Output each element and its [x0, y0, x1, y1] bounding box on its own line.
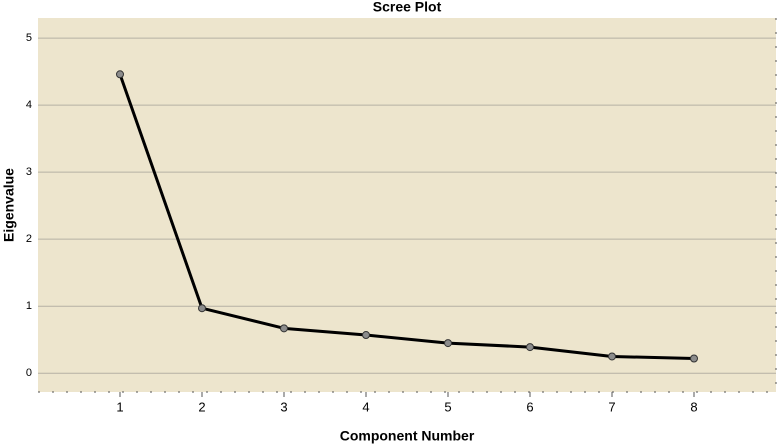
data-point	[526, 343, 534, 352]
x-tick-label: 6	[526, 399, 533, 414]
chart-title: Scree Plot	[373, 0, 442, 15]
x-tick-label: 3	[280, 399, 287, 414]
plot-area	[38, 18, 776, 392]
y-tick-label: 0	[26, 367, 32, 379]
x-axis-label: Component Number	[340, 428, 475, 444]
grid: 0 1 2 3 4 5 1 2 3 4 5 6 7 8	[26, 32, 776, 414]
y-tick-label: 2	[26, 233, 32, 245]
y-axis-label: Eigenvalue	[1, 168, 17, 242]
x-tick-label: 8	[690, 399, 697, 414]
data-point	[690, 354, 698, 363]
x-tick-label: 2	[198, 399, 205, 414]
marks	[116, 70, 698, 363]
data-point	[362, 331, 370, 340]
data-point	[198, 304, 206, 313]
data-point	[444, 339, 452, 348]
x-tick-label: 5	[444, 399, 451, 414]
data-point	[280, 324, 288, 333]
data-point	[116, 70, 124, 79]
x-tick-label: 7	[608, 399, 615, 414]
x-tick-label: 1	[116, 399, 123, 414]
y-tick-label: 3	[26, 166, 32, 178]
x-tick-label: 4	[362, 399, 369, 414]
series-line	[118, 73, 695, 360]
y-tick-label: 1	[26, 300, 32, 312]
y-tick-label: 5	[26, 32, 32, 44]
y-tick-label: 4	[26, 99, 32, 111]
data-point	[608, 352, 616, 361]
